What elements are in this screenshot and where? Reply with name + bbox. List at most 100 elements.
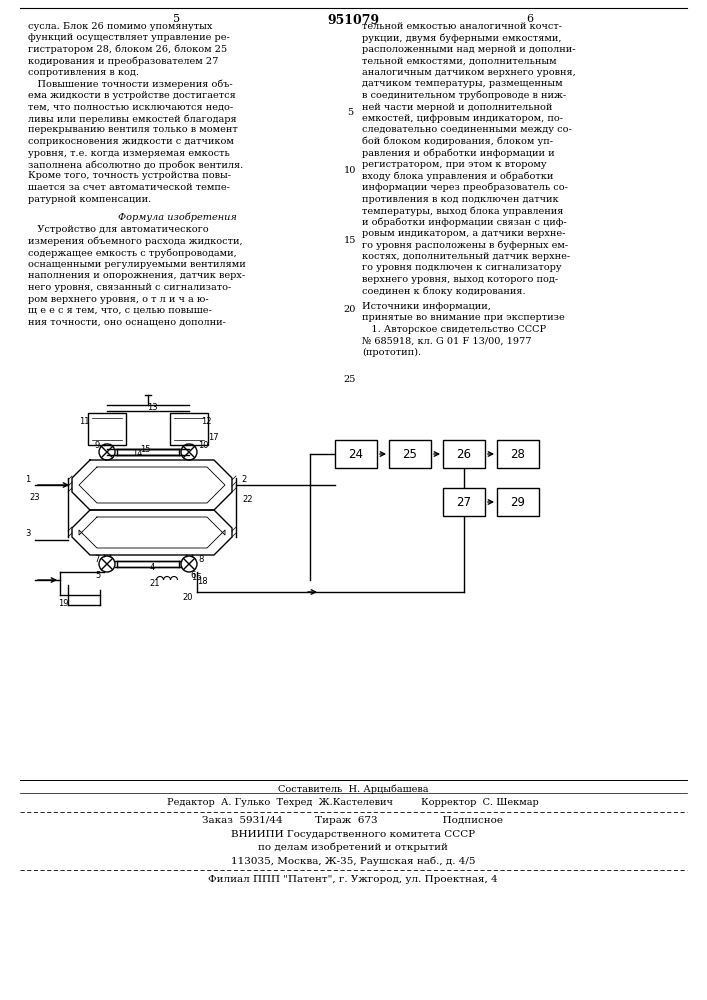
Text: расположенными над мерной и дополни-: расположенными над мерной и дополни- — [362, 45, 575, 54]
Bar — [443, 440, 485, 468]
Text: го уровня подключен к сигнализатору: го уровня подключен к сигнализатору — [362, 263, 561, 272]
Text: содержащее емкость с трубопроводами,: содержащее емкость с трубопроводами, — [28, 248, 237, 258]
Text: тельной емкостью аналогичной кочст-: тельной емкостью аналогичной кочст- — [362, 22, 562, 31]
Text: 16: 16 — [191, 574, 201, 582]
Text: ром верхнего уровня, о т л и ч а ю-: ром верхнего уровня, о т л и ч а ю- — [28, 294, 209, 304]
Text: заполнена абсолютно до пробок вентиля.: заполнена абсолютно до пробок вентиля. — [28, 160, 243, 169]
Bar — [497, 440, 539, 468]
Bar — [170, 413, 208, 445]
Text: температуры, выход блока управления: температуры, выход блока управления — [362, 206, 563, 216]
Text: 29: 29 — [510, 495, 525, 508]
Text: следовательно соединенными между со-: следовательно соединенными между со- — [362, 125, 572, 134]
Text: 21: 21 — [150, 580, 160, 588]
Text: 15: 15 — [344, 236, 356, 245]
Text: 23: 23 — [30, 493, 40, 502]
Text: соединен к блоку кодирования.: соединен к блоку кодирования. — [362, 286, 525, 296]
Text: 7: 7 — [94, 556, 100, 564]
Text: 20: 20 — [344, 305, 356, 314]
Text: Кроме того, точность устройства повы-: Кроме того, точность устройства повы- — [28, 172, 231, 180]
Text: 15: 15 — [140, 444, 151, 454]
Text: 18: 18 — [197, 576, 207, 585]
Text: ратурной компенсации.: ратурной компенсации. — [28, 194, 151, 204]
Text: емкостей, цифровым индикатором, по-: емкостей, цифровым индикатором, по- — [362, 114, 563, 123]
Text: регистратором, при этом к второму: регистратором, при этом к второму — [362, 160, 547, 169]
Text: в соединительном трубопроводе в ниж-: в соединительном трубопроводе в ниж- — [362, 91, 566, 101]
Bar — [335, 440, 377, 468]
Text: 8: 8 — [198, 556, 204, 564]
Text: верхнего уровня, выход которого под-: верхнего уровня, выход которого под- — [362, 275, 558, 284]
Text: функций осуществляет управление ре-: функций осуществляет управление ре- — [28, 33, 230, 42]
Bar — [497, 488, 539, 516]
Text: кодирования и преобразователем 27: кодирования и преобразователем 27 — [28, 56, 218, 66]
Text: 9: 9 — [94, 440, 100, 450]
Text: противления в код подключен датчик: противления в код подключен датчик — [362, 194, 559, 204]
Text: наполнения и опорожнения, датчик верх-: наполнения и опорожнения, датчик верх- — [28, 271, 245, 280]
Text: 26: 26 — [457, 448, 472, 460]
Text: го уровня расположены в буферных ем-: го уровня расположены в буферных ем- — [362, 240, 568, 250]
Text: него уровня, связанный с сигнализато-: него уровня, связанный с сигнализато- — [28, 283, 231, 292]
Text: 25: 25 — [402, 448, 417, 460]
Text: 4: 4 — [149, 562, 155, 572]
Text: измерения объемного расхода жидкости,: измерения объемного расхода жидкости, — [28, 237, 243, 246]
Text: № 685918, кл. G 01 F 13/00, 1977: № 685918, кл. G 01 F 13/00, 1977 — [362, 336, 532, 346]
Text: 10: 10 — [198, 440, 209, 450]
Text: Редактор  А. Гулько  Техред  Ж.Кастелевич         Корректор  С. Шекмар: Редактор А. Гулько Техред Ж.Кастелевич К… — [167, 798, 539, 807]
Text: ливы или переливы емкостей благодаря: ливы или переливы емкостей благодаря — [28, 114, 237, 123]
Text: тем, что полностью исключаются недо-: тем, что полностью исключаются недо- — [28, 103, 233, 111]
Text: рукции, двумя буферными емкостями,: рукции, двумя буферными емкостями, — [362, 33, 561, 43]
Text: 1. Авторское свидетельство СССР: 1. Авторское свидетельство СССР — [362, 325, 546, 334]
Text: равления и обработки информации и: равления и обработки информации и — [362, 148, 554, 158]
Bar — [88, 413, 126, 445]
Text: соприкосновения жидкости с датчиком: соприкосновения жидкости с датчиком — [28, 137, 234, 146]
Text: Составитель  Н. Арцыбашева: Составитель Н. Арцыбашева — [278, 785, 428, 794]
Text: Заказ  5931/44          Тираж  673                    Подписное: Заказ 5931/44 Тираж 673 Подписное — [202, 816, 503, 825]
Text: по делам изобретений и открытий: по делам изобретений и открытий — [258, 843, 448, 852]
Text: гистратором 28, блоком 26, блоком 25: гистратором 28, блоком 26, блоком 25 — [28, 45, 227, 54]
Text: Источники информации,: Источники информации, — [362, 302, 491, 311]
Text: 5: 5 — [347, 108, 353, 117]
Text: бой блоком кодирования, блоком уп-: бой блоком кодирования, блоком уп- — [362, 137, 553, 146]
Text: 6: 6 — [190, 572, 196, 580]
Text: перекрыванию вентиля только в момент: перекрыванию вентиля только в момент — [28, 125, 238, 134]
Text: 27: 27 — [457, 495, 472, 508]
Text: 5: 5 — [173, 14, 180, 24]
Text: аналогичным датчиком верхнего уровня,: аналогичным датчиком верхнего уровня, — [362, 68, 575, 77]
Text: ния точности, оно оснащено дополни-: ния точности, оно оснащено дополни- — [28, 318, 226, 326]
Text: входу блока управления и обработки: входу блока управления и обработки — [362, 172, 554, 181]
Text: уровня, т.е. когда измеряемая емкость: уровня, т.е. когда измеряемая емкость — [28, 148, 230, 157]
Text: Филиал ППП "Патент", г. Ужгород, ул. Проектная, 4: Филиал ППП "Патент", г. Ужгород, ул. Про… — [208, 875, 498, 884]
Text: 951079: 951079 — [327, 14, 379, 27]
Text: щ е е с я тем, что, с целью повыше-: щ е е с я тем, что, с целью повыше- — [28, 306, 212, 315]
Text: 10: 10 — [344, 166, 356, 175]
Text: датчиком температуры, размещенным: датчиком температуры, размещенным — [362, 80, 563, 89]
Text: 5: 5 — [95, 572, 100, 580]
Text: тельной емкостями, дополнительным: тельной емкостями, дополнительным — [362, 56, 556, 66]
Text: оснащенными регулируемыми вентилями: оснащенными регулируемыми вентилями — [28, 260, 246, 269]
Text: Устройство для автоматического: Устройство для автоматического — [28, 226, 209, 234]
Text: 17: 17 — [208, 434, 218, 442]
Text: Формула изобретения: Формула изобретения — [117, 212, 236, 222]
Text: костях, дополнительный датчик верхне-: костях, дополнительный датчик верхне- — [362, 252, 570, 261]
Text: (прототип).: (прототип). — [362, 348, 421, 357]
Text: ВНИИПИ Государственного комитета СССР: ВНИИПИ Государственного комитета СССР — [231, 830, 475, 839]
Text: принятые во внимание при экспертизе: принятые во внимание при экспертизе — [362, 314, 565, 322]
Text: 20: 20 — [182, 592, 193, 601]
Text: Повышение точности измерения объ-: Повышение точности измерения объ- — [28, 80, 233, 89]
Text: и обработки информации связан с циф-: и обработки информации связан с циф- — [362, 218, 566, 227]
Text: 14: 14 — [132, 450, 142, 458]
Text: 22: 22 — [243, 495, 253, 504]
Text: 24: 24 — [349, 448, 363, 460]
Text: 11: 11 — [78, 418, 89, 426]
Text: ней части мерной и дополнительной: ней части мерной и дополнительной — [362, 103, 552, 111]
Text: 1: 1 — [25, 476, 30, 485]
Text: 25: 25 — [344, 375, 356, 384]
Text: 2: 2 — [241, 476, 247, 485]
Text: 13: 13 — [146, 402, 158, 412]
Text: информации через преобразователь со-: информации через преобразователь со- — [362, 183, 568, 192]
Text: ровым индикатором, а датчики верхне-: ровым индикатором, а датчики верхне- — [362, 229, 566, 238]
Text: сусла. Блок 26 помимо упомянутых: сусла. Блок 26 помимо упомянутых — [28, 22, 212, 31]
Text: 28: 28 — [510, 448, 525, 460]
Text: 19: 19 — [58, 599, 69, 608]
Text: шается за счет автоматической темпе-: шается за счет автоматической темпе- — [28, 183, 230, 192]
Bar — [389, 440, 431, 468]
